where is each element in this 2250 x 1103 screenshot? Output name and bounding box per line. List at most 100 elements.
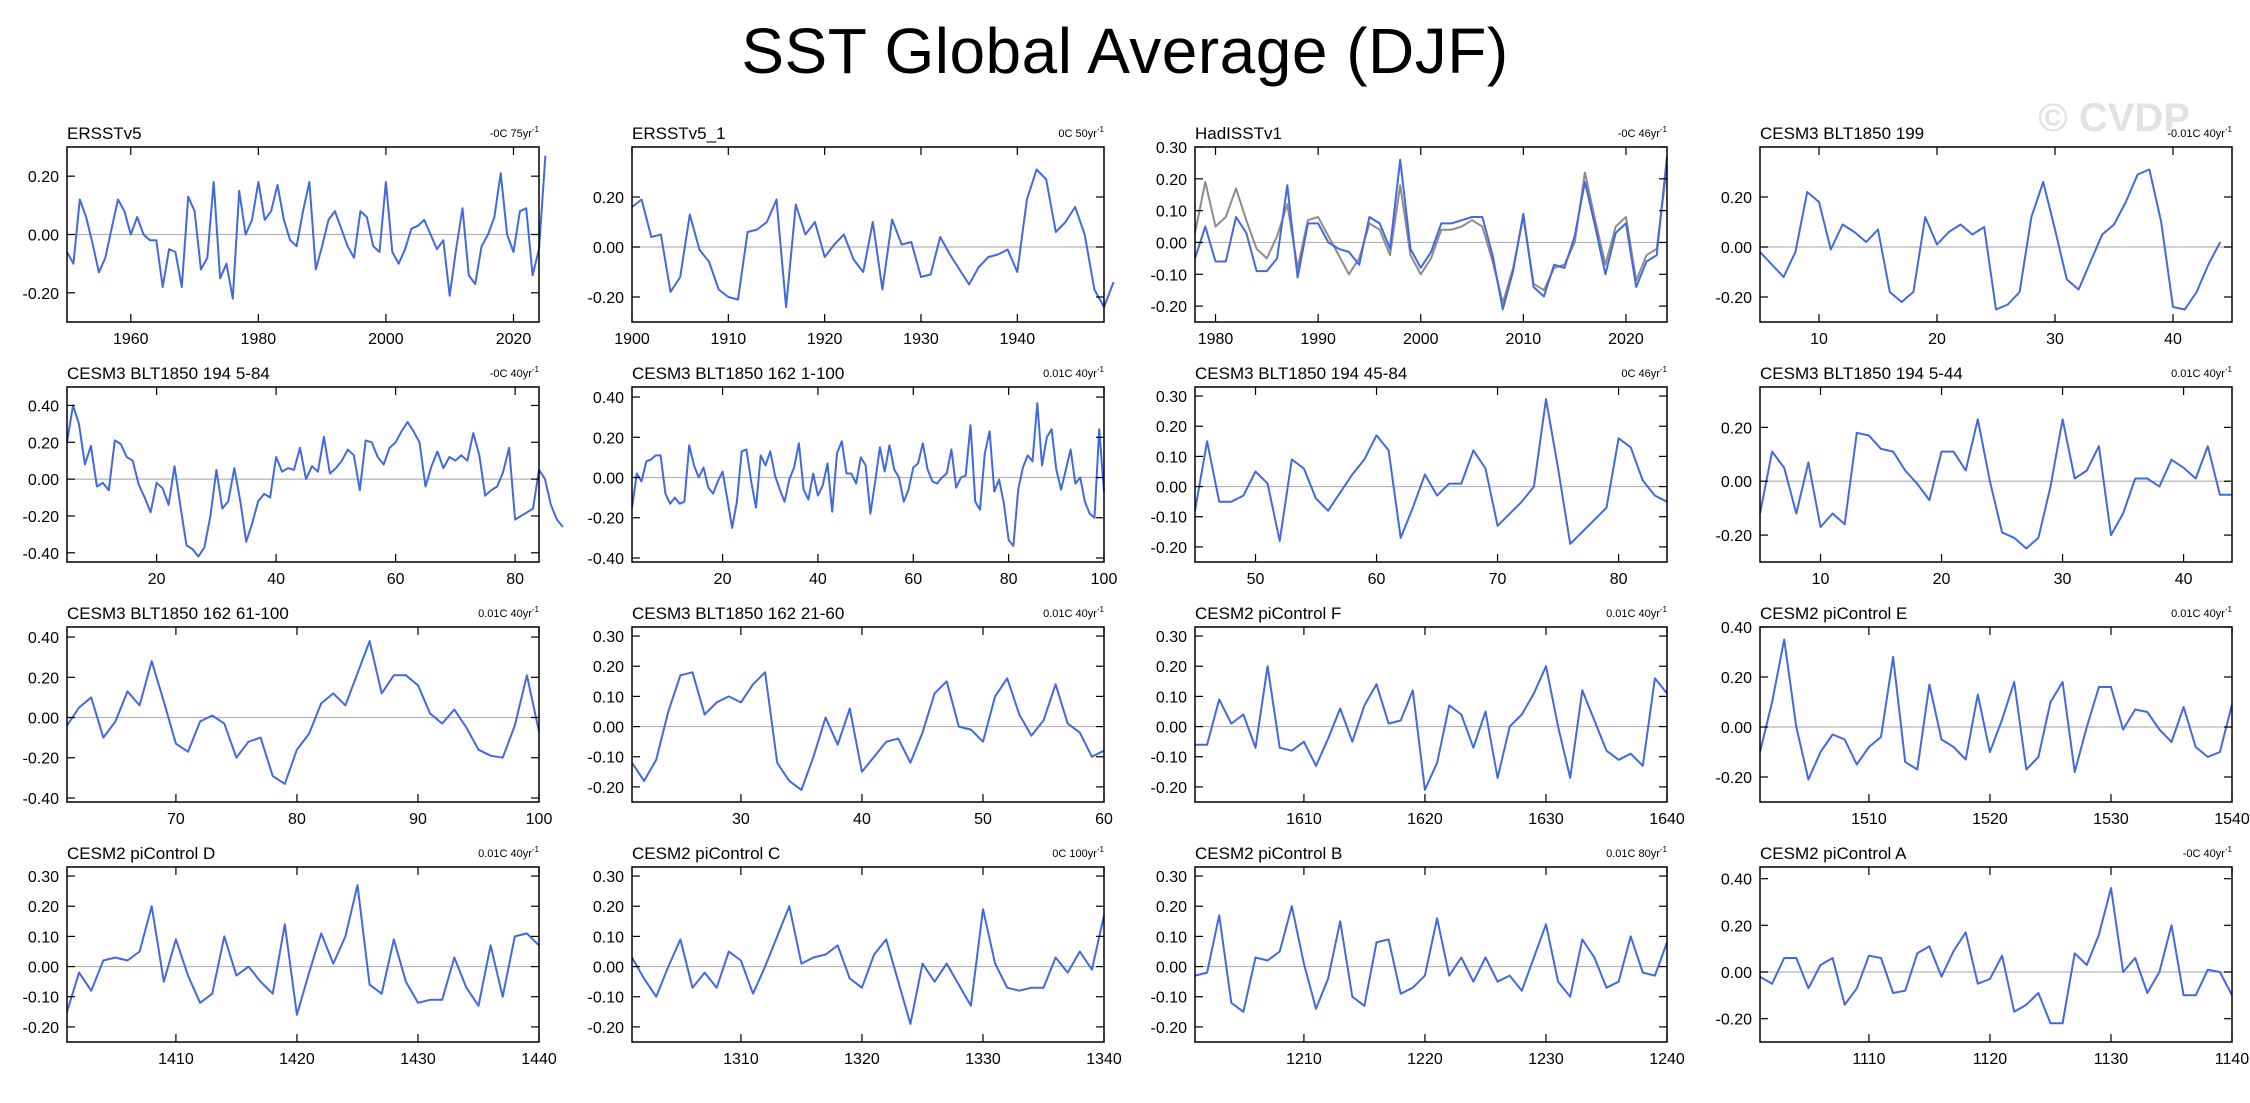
y-tick-label: -0.20 xyxy=(1716,290,1753,307)
y-tick-label: -0.40 xyxy=(23,546,60,563)
y-tick-label: -0.20 xyxy=(1151,540,1188,557)
secondary-series-line xyxy=(1194,165,1668,304)
trend-exponent: -1 xyxy=(2225,365,2233,374)
panel-title: CESM2 piControl D xyxy=(67,844,215,863)
series-line xyxy=(631,905,1105,1025)
y-tick-label: 0.00 xyxy=(1156,720,1187,737)
x-tick-label: 2000 xyxy=(368,331,404,348)
y-tick-label: 0.40 xyxy=(593,390,624,407)
y-tick-label: -0.40 xyxy=(23,791,60,808)
y-tick-label: 0.30 xyxy=(593,629,624,646)
x-tick-label: 1110 xyxy=(1852,1051,1885,1068)
y-tick-label: 0.20 xyxy=(1721,190,1752,207)
trend-label: -0C 40yr-1 xyxy=(2183,845,2233,860)
panel: -0.40 -0.20 0.00 0.20 0.40 70 80 90 100 CESM3 BLT… xyxy=(23,604,553,828)
y-tick-label: 0.00 xyxy=(593,471,624,488)
x-tick-label: 20 xyxy=(148,571,166,588)
plot-frame xyxy=(1194,146,1668,323)
y-tick-label: -0.10 xyxy=(588,990,625,1007)
plot-frame xyxy=(631,386,1105,563)
x-tick-label: 100 xyxy=(1091,571,1118,588)
x-tick-label: 40 xyxy=(809,571,827,588)
y-tick-label: 0.20 xyxy=(593,190,624,207)
y-tick-label: 0.00 xyxy=(1156,480,1187,497)
panel: -0.20 0.00 0.20 1960 1980 2000 2020 ERSSTv5 -0C … xyxy=(23,124,547,348)
panel: -0.20 -0.10 0.00 0.10 0.20 0.30 1980 1990 2000 20… xyxy=(1151,124,1668,348)
y-tick-label: 0.00 xyxy=(28,228,59,245)
y-tick-label: 0.10 xyxy=(1156,449,1187,466)
x-tick-label: 1990 xyxy=(1300,331,1336,348)
x-tick-label: 1440 xyxy=(521,1051,557,1068)
trend-label: 0C 100yr-1 xyxy=(1052,845,1104,860)
y-tick-label: -0.10 xyxy=(1151,510,1188,527)
x-tick-label: 1230 xyxy=(1528,1051,1564,1068)
y-tick-label: 0.20 xyxy=(28,670,59,687)
x-tick-label: 40 xyxy=(2164,331,2182,348)
y-tick-label: 0.00 xyxy=(1721,720,1752,737)
y-tick-label: -0.20 xyxy=(588,290,625,307)
trend-label: 0.01C 40yr-1 xyxy=(2171,605,2232,620)
trend-label: 0C 46yr-1 xyxy=(1621,365,1667,380)
x-tick-label: 1980 xyxy=(1198,331,1234,348)
trend-exponent: -1 xyxy=(2225,605,2233,614)
y-tick-label: 0.20 xyxy=(1156,419,1187,436)
y-tick-label: 0.10 xyxy=(593,929,624,946)
x-tick-label: 70 xyxy=(1489,571,1507,588)
plot-frame xyxy=(1194,386,1668,563)
x-tick-label: 1140 xyxy=(2215,1051,2250,1068)
x-tick-label: 70 xyxy=(167,811,185,828)
series-line xyxy=(631,671,1105,791)
trend-exponent: -1 xyxy=(1097,845,1105,854)
y-tick-label: 0.10 xyxy=(1156,929,1187,946)
x-tick-label: 40 xyxy=(267,571,285,588)
y-tick-label: 0.20 xyxy=(28,435,59,452)
panel-title: CESM2 piControl A xyxy=(1760,844,1907,863)
y-tick-label: 0.40 xyxy=(1721,872,1752,889)
y-tick-label: 0.40 xyxy=(28,630,59,647)
panel: -0.20 -0.10 0.00 0.10 0.20 0.30 30 40 50 60 CESM3 … xyxy=(588,604,1113,828)
plot-frame xyxy=(631,866,1105,1043)
x-tick-label: 1430 xyxy=(400,1051,436,1068)
y-tick-label: 0.10 xyxy=(1156,204,1187,221)
x-tick-label: 1510 xyxy=(1851,811,1887,828)
x-tick-label: 30 xyxy=(2054,571,2072,588)
x-tick-label: 1410 xyxy=(158,1051,194,1068)
panel-title: CESM3 BLT1850 194 5-44 xyxy=(1760,364,1963,383)
panel-title: CESM2 piControl F xyxy=(1195,604,1341,623)
y-tick-label: -0.20 xyxy=(588,780,625,797)
y-tick-label: 0.20 xyxy=(1721,420,1752,437)
x-tick-label: 1540 xyxy=(2214,811,2250,828)
trend-label: 0.01C 40yr-1 xyxy=(478,605,539,620)
panel: -0.40 -0.20 0.00 0.20 0.40 20 40 60 80 100 CESM3 B… xyxy=(588,364,1118,588)
y-tick-label: -0.10 xyxy=(1151,267,1188,284)
panel: -0.20 0.00 0.20 1900 1910 1920 1930 1940 ERSSTv5… xyxy=(588,124,1115,348)
panel: -0.20 0.00 0.20 0.40 1510 1520 1530 1540 CESM2 p… xyxy=(1716,604,2250,828)
y-tick-label: 0.10 xyxy=(28,929,59,946)
trend-exponent: -1 xyxy=(2225,125,2233,134)
plot-frame xyxy=(1759,146,2233,323)
x-tick-label: 1220 xyxy=(1407,1051,1443,1068)
x-tick-label: 2020 xyxy=(1608,331,1644,348)
y-tick-label: 0.20 xyxy=(1156,899,1187,916)
x-tick-label: 30 xyxy=(2046,331,2064,348)
plot-frame xyxy=(66,866,540,1043)
x-tick-label: 1530 xyxy=(2093,811,2129,828)
x-tick-label: 1130 xyxy=(2094,1051,2129,1068)
y-tick-label: -0.40 xyxy=(588,551,625,568)
trend-exponent: -1 xyxy=(1097,125,1105,134)
x-tick-label: 1640 xyxy=(1649,811,1685,828)
x-tick-label: 10 xyxy=(1812,571,1830,588)
y-tick-label: 0.20 xyxy=(593,430,624,447)
trend-exponent: -1 xyxy=(1660,605,1668,614)
y-tick-label: 0.40 xyxy=(28,398,59,415)
x-tick-label: 40 xyxy=(853,811,871,828)
x-tick-label: 1520 xyxy=(1972,811,2008,828)
y-tick-label: 0.30 xyxy=(593,869,624,886)
series-line xyxy=(66,884,540,1016)
y-tick-label: 0.10 xyxy=(1156,689,1187,706)
plot-frame xyxy=(631,626,1105,803)
y-tick-label: 0.00 xyxy=(28,960,59,977)
trend-label: -0C 46yr-1 xyxy=(1618,125,1668,140)
y-tick-label: 0.00 xyxy=(28,711,59,728)
trend-label: 0.01C 40yr-1 xyxy=(1043,365,1104,380)
